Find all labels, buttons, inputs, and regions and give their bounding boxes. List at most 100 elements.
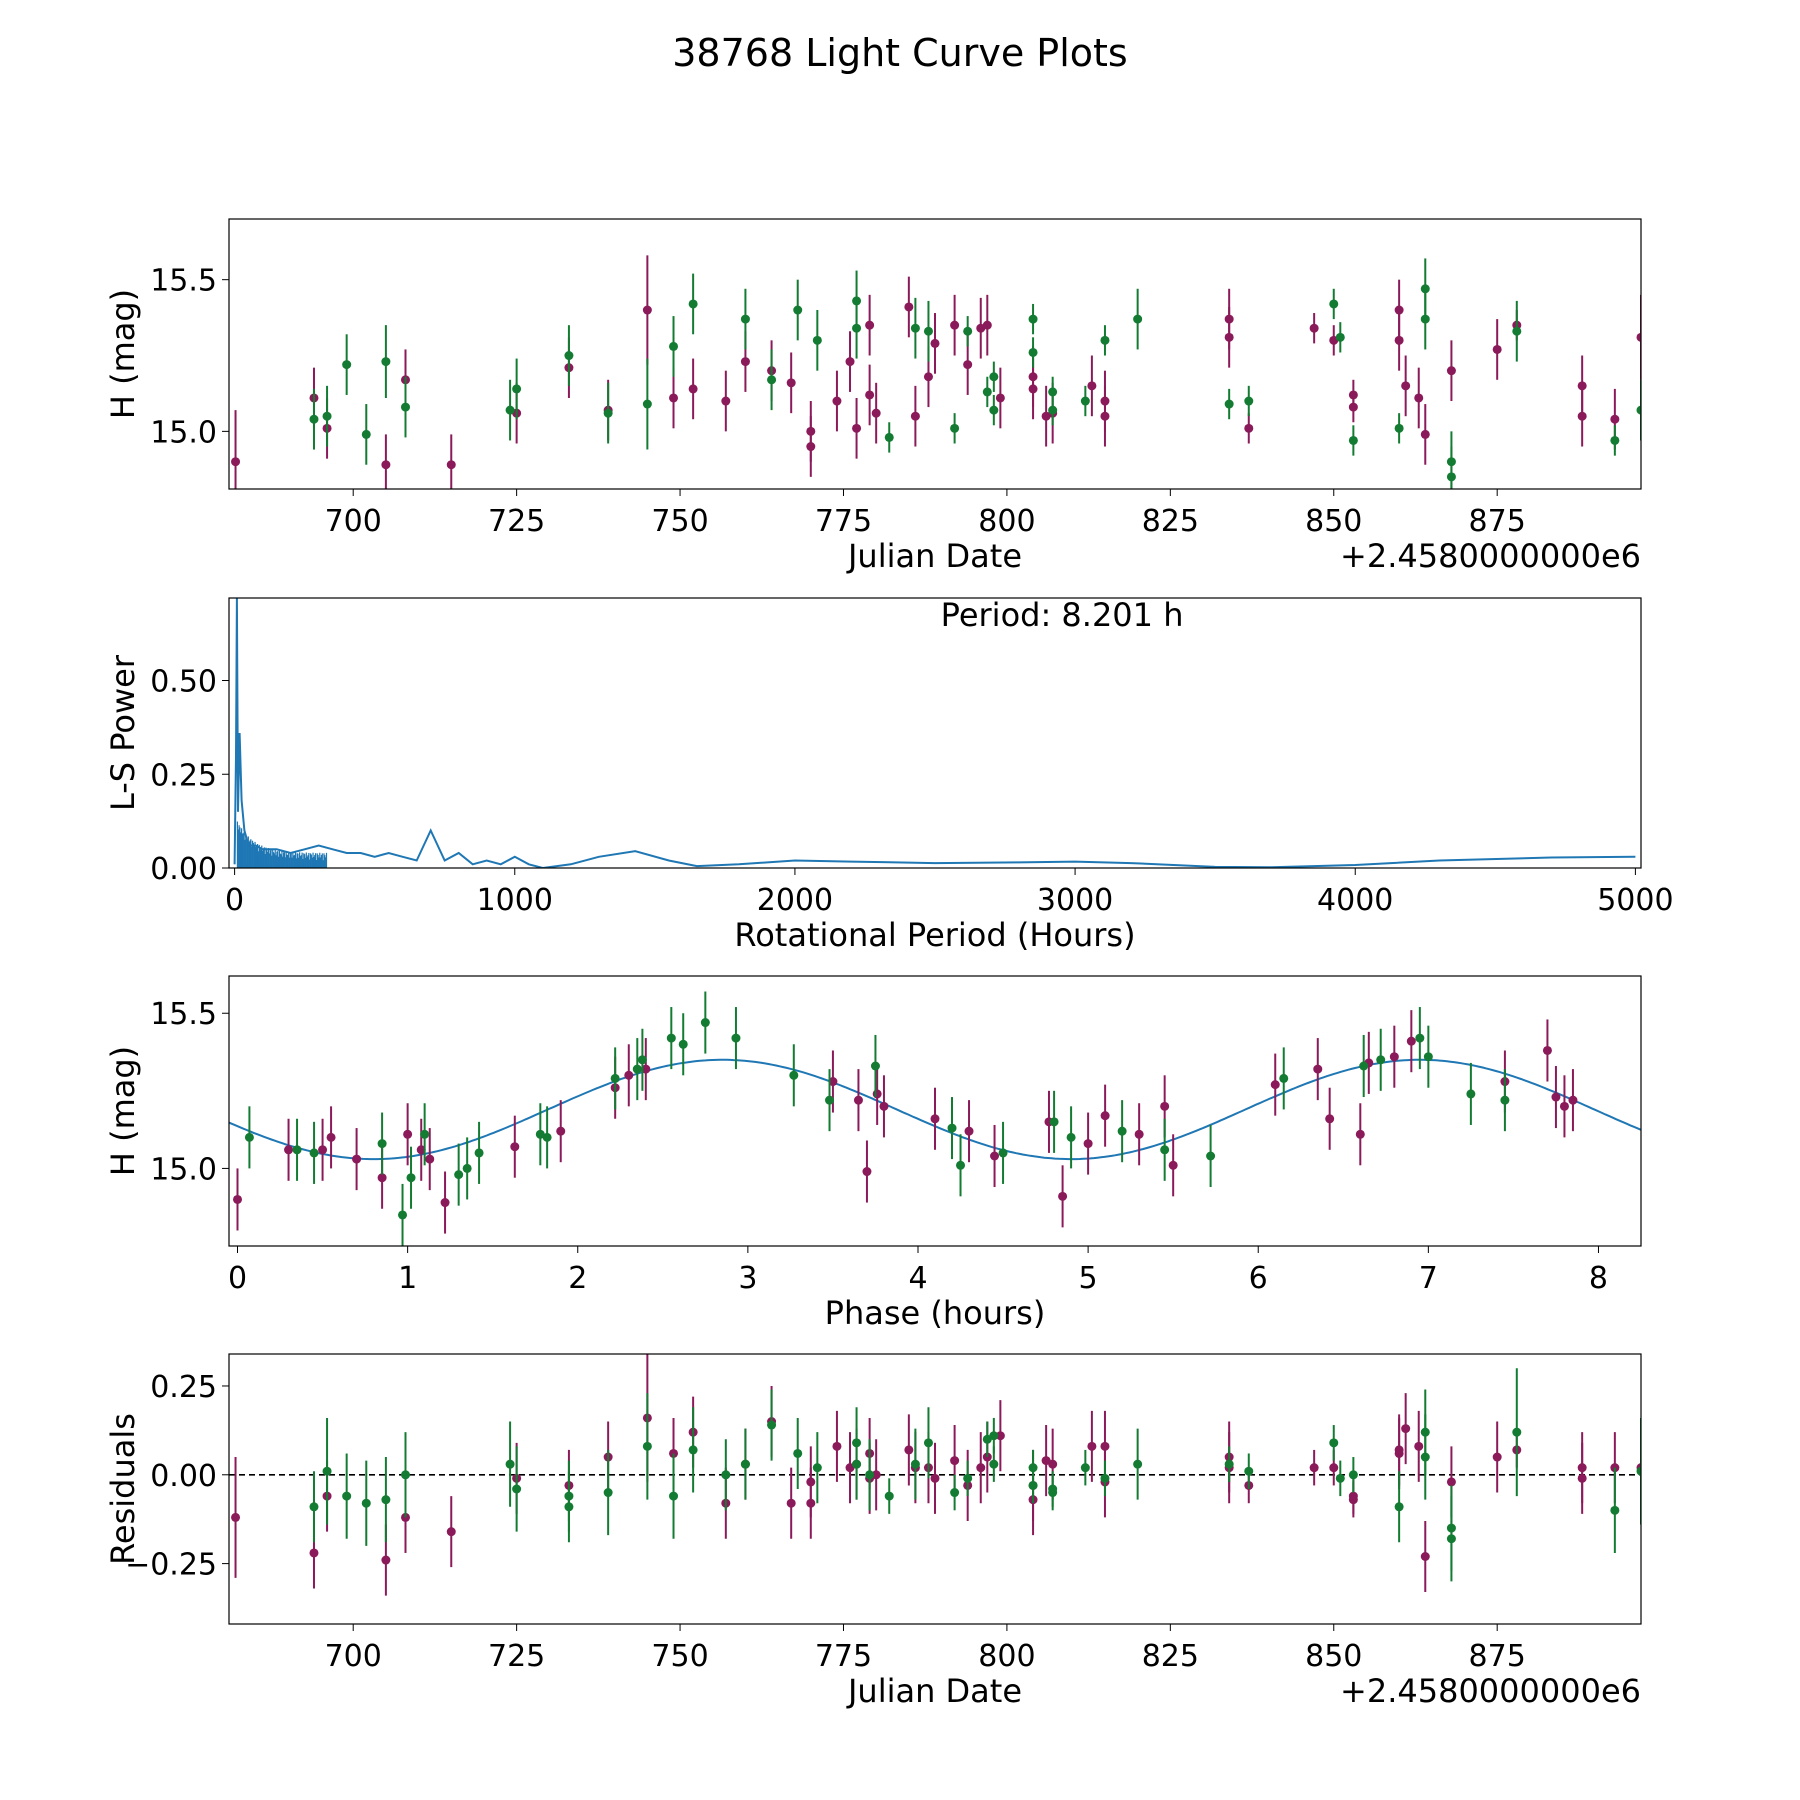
data-point bbox=[406, 1173, 416, 1183]
data-point bbox=[510, 1142, 520, 1152]
data-point bbox=[910, 323, 920, 333]
data-point bbox=[950, 423, 960, 433]
x-tick-label: 700 bbox=[325, 504, 382, 539]
data-point bbox=[1423, 1052, 1433, 1062]
data-point bbox=[767, 375, 777, 385]
data-point bbox=[1414, 393, 1424, 403]
data-point bbox=[1160, 1145, 1170, 1155]
data-point bbox=[446, 1527, 456, 1537]
data-point bbox=[642, 399, 652, 409]
data-point bbox=[641, 1064, 651, 1074]
x-tick-label: 7 bbox=[1419, 1261, 1438, 1296]
data-point bbox=[688, 1445, 698, 1455]
data-point bbox=[767, 1420, 777, 1430]
data-point bbox=[1389, 1052, 1399, 1062]
data-point bbox=[1028, 347, 1038, 357]
y-axis-label: H (mag) bbox=[104, 1046, 142, 1176]
data-point bbox=[1636, 405, 1641, 415]
data-point bbox=[989, 372, 999, 382]
data-point bbox=[1244, 396, 1254, 406]
data-point bbox=[535, 1129, 545, 1139]
panel-2: 0 1000 2000 3000 4000 5000 0.00 0.25 0.50 Rotatio… bbox=[104, 596, 1674, 954]
data-point bbox=[721, 1470, 731, 1480]
x-tick-label: 825 bbox=[1142, 1639, 1199, 1674]
data-point bbox=[828, 1077, 838, 1087]
data-point bbox=[462, 1163, 472, 1173]
data-point bbox=[688, 384, 698, 394]
data-point bbox=[930, 338, 940, 348]
data-point bbox=[1134, 1129, 1144, 1139]
data-point bbox=[322, 1466, 332, 1476]
x-tick-label: 3000 bbox=[1037, 883, 1113, 918]
data-point bbox=[642, 305, 652, 315]
y-tick-label: 15.0 bbox=[150, 415, 217, 450]
data-point bbox=[963, 326, 973, 336]
data-point bbox=[1415, 1033, 1425, 1043]
data-point bbox=[1160, 1101, 1170, 1111]
x-tick-label: 3 bbox=[738, 1261, 757, 1296]
data-point bbox=[420, 1129, 430, 1139]
data-point bbox=[1058, 1191, 1068, 1201]
y-axis-label: H (mag) bbox=[104, 289, 142, 419]
data-point bbox=[1512, 326, 1522, 336]
data-point bbox=[342, 360, 352, 370]
data-point bbox=[852, 1459, 862, 1469]
x-tick-label: 800 bbox=[978, 504, 1035, 539]
data-point bbox=[950, 1488, 960, 1498]
data-point bbox=[425, 1154, 435, 1164]
data-point bbox=[401, 402, 410, 412]
data-point bbox=[884, 432, 894, 442]
x-offset-text: +2.4580000000e6 bbox=[1340, 537, 1641, 575]
data-point bbox=[1610, 1505, 1620, 1515]
y-tick-label: 0.25 bbox=[150, 1370, 217, 1405]
series-green bbox=[244, 991, 1510, 1246]
data-point bbox=[812, 335, 822, 345]
data-point bbox=[1492, 344, 1502, 354]
y-tick-label: 15.5 bbox=[150, 264, 217, 299]
panel-frame bbox=[228, 597, 1642, 869]
data-point bbox=[793, 1448, 803, 1458]
data-point bbox=[322, 411, 332, 421]
data-point bbox=[505, 1459, 515, 1469]
periodogram-line bbox=[233, 598, 1636, 868]
data-point bbox=[786, 1498, 796, 1508]
data-point bbox=[1066, 1132, 1076, 1142]
panel-frame bbox=[228, 218, 1642, 490]
series-maroon bbox=[231, 255, 1641, 489]
x-tick-label: 5 bbox=[1079, 1261, 1098, 1296]
x-axis-label: Julian Date bbox=[846, 1672, 1022, 1710]
data-point bbox=[454, 1170, 464, 1180]
data-point bbox=[556, 1126, 566, 1136]
data-point bbox=[1446, 1523, 1456, 1533]
data-point bbox=[564, 1491, 574, 1501]
data-point bbox=[564, 351, 574, 361]
data-point bbox=[381, 357, 391, 367]
data-point bbox=[852, 323, 862, 333]
data-point bbox=[862, 1167, 872, 1177]
data-point bbox=[1394, 423, 1404, 433]
data-point bbox=[870, 1061, 880, 1071]
x-tick-label: 750 bbox=[651, 504, 708, 539]
data-point bbox=[1133, 314, 1143, 324]
plot-area bbox=[231, 255, 1641, 489]
data-point bbox=[1401, 1424, 1411, 1434]
data-point bbox=[1401, 381, 1411, 391]
data-point bbox=[688, 299, 698, 309]
plot-area bbox=[229, 1354, 1641, 1596]
y-tick-label: 0.00 bbox=[150, 852, 217, 887]
data-point bbox=[1028, 384, 1038, 394]
data-point bbox=[1348, 1470, 1358, 1480]
data-point bbox=[845, 357, 855, 367]
data-point bbox=[1551, 1092, 1561, 1102]
data-point bbox=[963, 360, 973, 370]
data-point bbox=[998, 1148, 1008, 1158]
data-point bbox=[786, 378, 796, 388]
data-point bbox=[1577, 1473, 1587, 1483]
x-offset-text: +2.4580000000e6 bbox=[1340, 1672, 1641, 1710]
data-point bbox=[1446, 366, 1456, 376]
data-point bbox=[1309, 323, 1319, 333]
data-point bbox=[879, 1101, 889, 1111]
data-point bbox=[923, 1438, 933, 1448]
data-point bbox=[637, 1055, 647, 1065]
x-tick-label: 0 bbox=[225, 883, 244, 918]
